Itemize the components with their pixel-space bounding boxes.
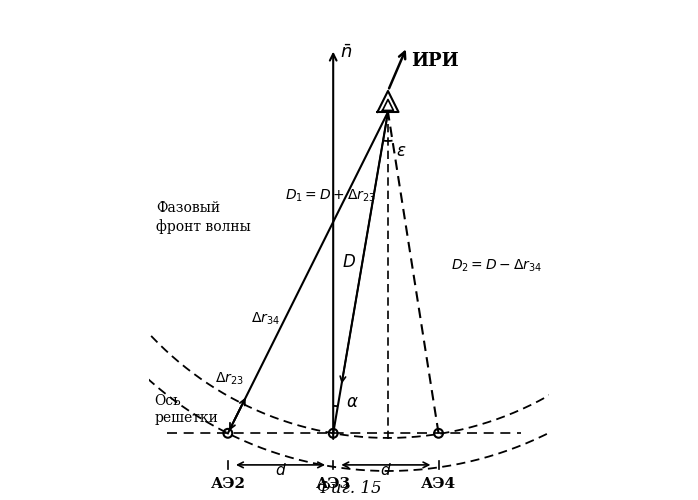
Text: Ось
решетки: Ось решетки: [154, 394, 218, 425]
Text: $\bar{n}$: $\bar{n}$: [339, 44, 352, 62]
Text: $\Delta r_{34}$: $\Delta r_{34}$: [251, 310, 280, 327]
Text: $d$: $d$: [380, 462, 392, 478]
Text: $\alpha$: $\alpha$: [346, 394, 359, 411]
Text: $D_2= D-\Delta r_{34}$: $D_2= D-\Delta r_{34}$: [451, 258, 542, 274]
Text: $\Delta r_{23}$: $\Delta r_{23}$: [215, 370, 244, 387]
Text: ИРИ: ИРИ: [411, 52, 459, 70]
Text: АЭ4: АЭ4: [421, 477, 456, 491]
Text: АЭ2: АЭ2: [210, 477, 246, 491]
Text: АЭ3: АЭ3: [315, 477, 351, 491]
Text: Фазовый
фронт волны: Фазовый фронт волны: [156, 201, 251, 234]
Text: $\varepsilon$: $\varepsilon$: [396, 143, 407, 160]
Text: $D$: $D$: [341, 254, 355, 272]
Text: Фиг. 15: Фиг. 15: [317, 480, 381, 496]
Text: $D_1=D+\Delta r_{23}$: $D_1=D+\Delta r_{23}$: [285, 188, 376, 204]
Text: $d$: $d$: [274, 462, 286, 478]
